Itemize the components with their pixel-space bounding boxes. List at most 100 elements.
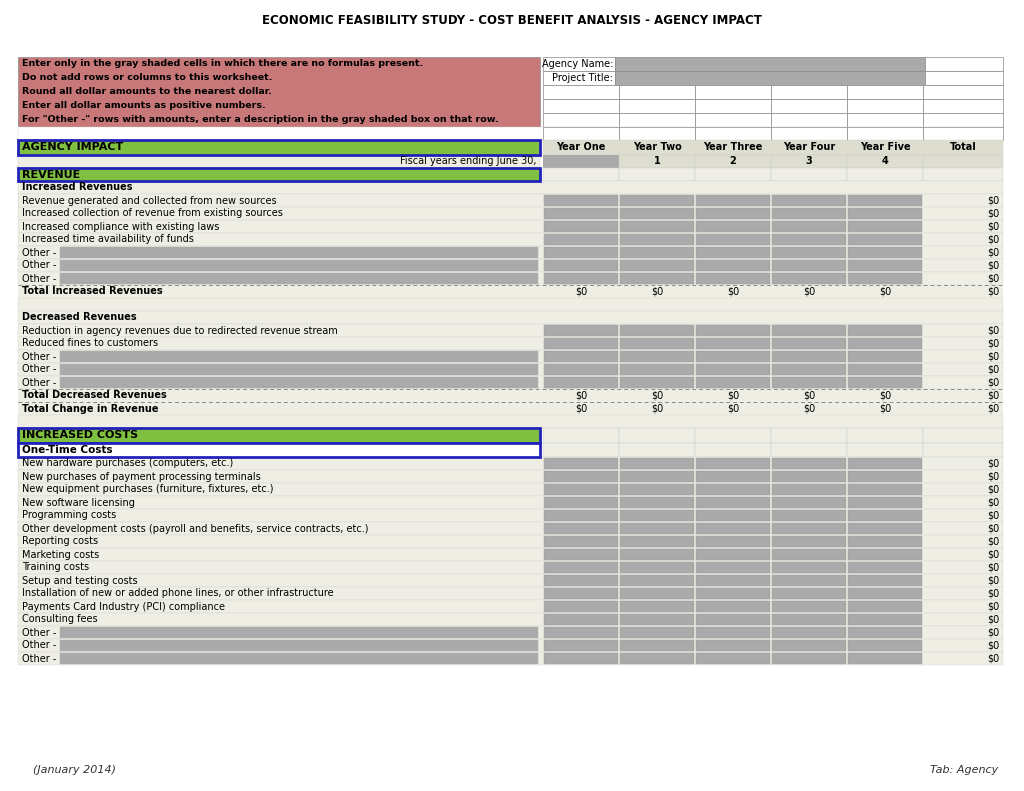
Text: Total Decreased Revenues: Total Decreased Revenues <box>22 391 167 400</box>
Bar <box>620 601 694 612</box>
Bar <box>772 273 846 284</box>
Bar <box>771 443 847 457</box>
Bar <box>544 484 618 495</box>
Bar <box>18 285 1002 298</box>
Bar <box>696 364 770 375</box>
Bar <box>923 127 1002 140</box>
Bar <box>544 364 618 375</box>
Text: Setup and testing costs: Setup and testing costs <box>22 576 137 585</box>
Bar <box>543 99 618 113</box>
Bar <box>771 428 847 443</box>
Bar <box>771 85 847 99</box>
Bar <box>620 260 694 271</box>
Bar <box>848 484 922 495</box>
Text: Year Two: Year Two <box>633 142 681 153</box>
Bar <box>620 484 694 495</box>
Bar <box>696 221 770 232</box>
Text: $0: $0 <box>574 286 587 297</box>
Bar <box>696 195 770 206</box>
Bar <box>615 57 925 71</box>
Text: $0: $0 <box>988 339 1000 349</box>
Bar <box>848 458 922 469</box>
Bar <box>18 509 1002 522</box>
Bar <box>771 99 847 113</box>
Bar <box>848 234 922 245</box>
Text: Other -: Other - <box>22 641 56 650</box>
Bar <box>848 549 922 560</box>
Bar <box>18 140 540 155</box>
Text: Other development costs (payroll and benefits, service contracts, etc.): Other development costs (payroll and ben… <box>22 524 369 533</box>
Bar <box>696 549 770 560</box>
Text: $0: $0 <box>988 550 1000 559</box>
Bar <box>772 614 846 625</box>
Bar <box>696 208 770 219</box>
Bar <box>696 640 770 651</box>
Text: $0: $0 <box>988 641 1000 650</box>
Bar <box>544 195 618 206</box>
Bar <box>18 350 1002 363</box>
Bar <box>18 363 1002 376</box>
Text: Total Change in Revenue: Total Change in Revenue <box>22 403 159 414</box>
Text: Other -: Other - <box>22 274 56 283</box>
Bar <box>848 351 922 362</box>
Bar <box>772 195 846 206</box>
Bar <box>848 273 922 284</box>
Text: 1: 1 <box>653 157 660 166</box>
Bar <box>60 377 538 388</box>
Bar <box>544 588 618 599</box>
Bar <box>18 402 1002 415</box>
Bar <box>544 549 618 560</box>
Text: Fiscal years ending June 30,: Fiscal years ending June 30, <box>399 157 536 166</box>
Bar <box>618 99 695 113</box>
Bar <box>544 601 618 612</box>
Text: Other -: Other - <box>22 248 56 258</box>
Bar <box>696 510 770 521</box>
Text: $0: $0 <box>879 286 891 297</box>
Text: Increased collection of revenue from existing sources: Increased collection of revenue from exi… <box>22 209 283 218</box>
Bar <box>696 377 770 388</box>
Bar <box>18 220 1002 233</box>
Bar <box>772 234 846 245</box>
Bar <box>925 71 1002 85</box>
Bar <box>544 640 618 651</box>
Bar <box>848 627 922 638</box>
Bar <box>18 415 1002 428</box>
Bar <box>695 443 771 457</box>
Text: $0: $0 <box>988 365 1000 374</box>
Text: $0: $0 <box>988 589 1000 599</box>
Text: $0: $0 <box>988 221 1000 232</box>
Bar <box>620 208 694 219</box>
Text: Programming costs: Programming costs <box>22 510 117 520</box>
Bar <box>618 85 695 99</box>
Bar <box>18 600 1002 613</box>
Bar <box>543 140 1002 155</box>
Bar <box>772 588 846 599</box>
Bar <box>18 522 1002 535</box>
Bar <box>696 260 770 271</box>
Bar <box>848 601 922 612</box>
Bar <box>772 458 846 469</box>
Text: Revenue generated and collected from new sources: Revenue generated and collected from new… <box>22 195 276 206</box>
Bar <box>544 562 618 573</box>
Text: Consulting fees: Consulting fees <box>22 615 97 625</box>
Text: New hardware purchases (computers, etc.): New hardware purchases (computers, etc.) <box>22 459 233 468</box>
Bar <box>60 653 538 664</box>
Bar <box>847 155 923 168</box>
Text: $0: $0 <box>988 351 1000 361</box>
Bar <box>696 497 770 508</box>
Text: Agency Name:: Agency Name: <box>542 59 613 69</box>
Bar <box>923 168 1002 181</box>
Bar <box>544 208 618 219</box>
Text: 2: 2 <box>730 157 736 166</box>
Bar <box>848 338 922 349</box>
Bar <box>772 484 846 495</box>
Text: $0: $0 <box>879 391 891 400</box>
Bar <box>544 260 618 271</box>
Bar <box>18 298 1002 311</box>
Bar <box>847 443 923 457</box>
Text: Other -: Other - <box>22 653 56 664</box>
Text: $0: $0 <box>988 536 1000 547</box>
Bar <box>696 523 770 534</box>
Text: Other -: Other - <box>22 377 56 388</box>
Bar <box>544 273 618 284</box>
